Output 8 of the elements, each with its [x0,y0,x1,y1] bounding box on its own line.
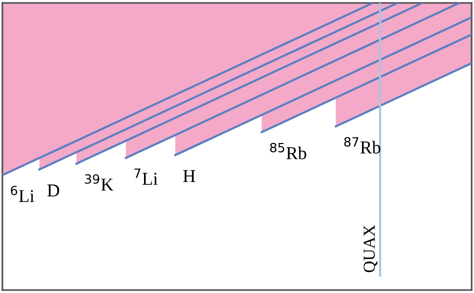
series-label: $^{7}$Li [134,168,158,185]
annotation: QUAX [364,225,378,272]
series-label: $^{85}$Rb [270,142,306,160]
series-label: $^{39}$K [85,174,114,191]
series-label: $^{87}$Rb [344,137,380,154]
series-label: $^{6}$Li [10,186,34,202]
series-label: H [183,170,196,182]
series-label: D [47,184,60,196]
